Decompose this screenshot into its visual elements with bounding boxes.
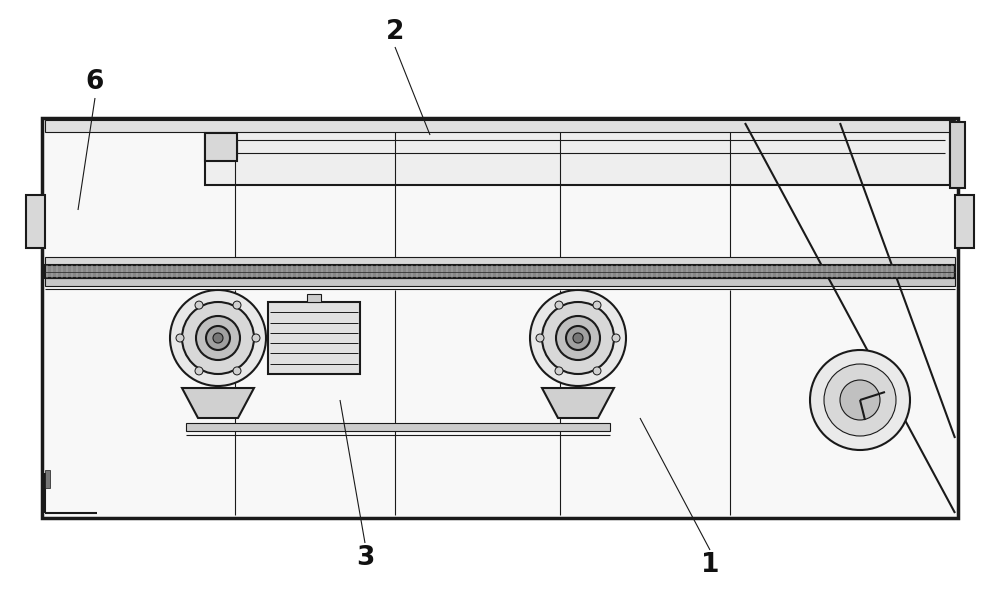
Bar (45, 257, 955, 265)
Bar (26, 195, 45, 248)
Bar (45, 120, 955, 132)
Polygon shape (182, 388, 254, 418)
Text: 1: 1 (701, 552, 719, 578)
Circle shape (555, 367, 563, 375)
Bar (205, 133, 237, 161)
Circle shape (206, 326, 230, 350)
Bar (42, 118, 958, 518)
Circle shape (555, 301, 563, 309)
Bar (268, 302, 360, 374)
Circle shape (196, 316, 240, 360)
Text: 3: 3 (356, 545, 374, 571)
Bar (307, 294, 321, 302)
Bar (950, 122, 965, 188)
Circle shape (530, 290, 626, 386)
Text: 2: 2 (386, 19, 404, 45)
Circle shape (612, 334, 620, 342)
Circle shape (573, 333, 583, 343)
Circle shape (195, 367, 203, 375)
Circle shape (556, 316, 600, 360)
Circle shape (233, 367, 241, 375)
Text: 6: 6 (86, 69, 104, 95)
Bar (205, 125, 950, 185)
Circle shape (182, 302, 254, 374)
Circle shape (593, 301, 601, 309)
Circle shape (213, 333, 223, 343)
Circle shape (566, 326, 590, 350)
Circle shape (824, 364, 896, 436)
Bar (955, 195, 974, 248)
Circle shape (960, 205, 970, 215)
Circle shape (536, 334, 544, 342)
Polygon shape (542, 388, 614, 418)
Circle shape (170, 290, 266, 386)
Circle shape (252, 334, 260, 342)
Circle shape (542, 302, 614, 374)
Bar (45, 470, 50, 488)
Bar (186, 423, 610, 431)
Circle shape (30, 205, 40, 215)
Circle shape (176, 334, 184, 342)
Circle shape (593, 367, 601, 375)
Circle shape (840, 380, 880, 420)
Circle shape (195, 301, 203, 309)
Circle shape (810, 350, 910, 450)
Bar (45, 278, 955, 286)
Circle shape (233, 301, 241, 309)
Bar (45, 265, 955, 278)
